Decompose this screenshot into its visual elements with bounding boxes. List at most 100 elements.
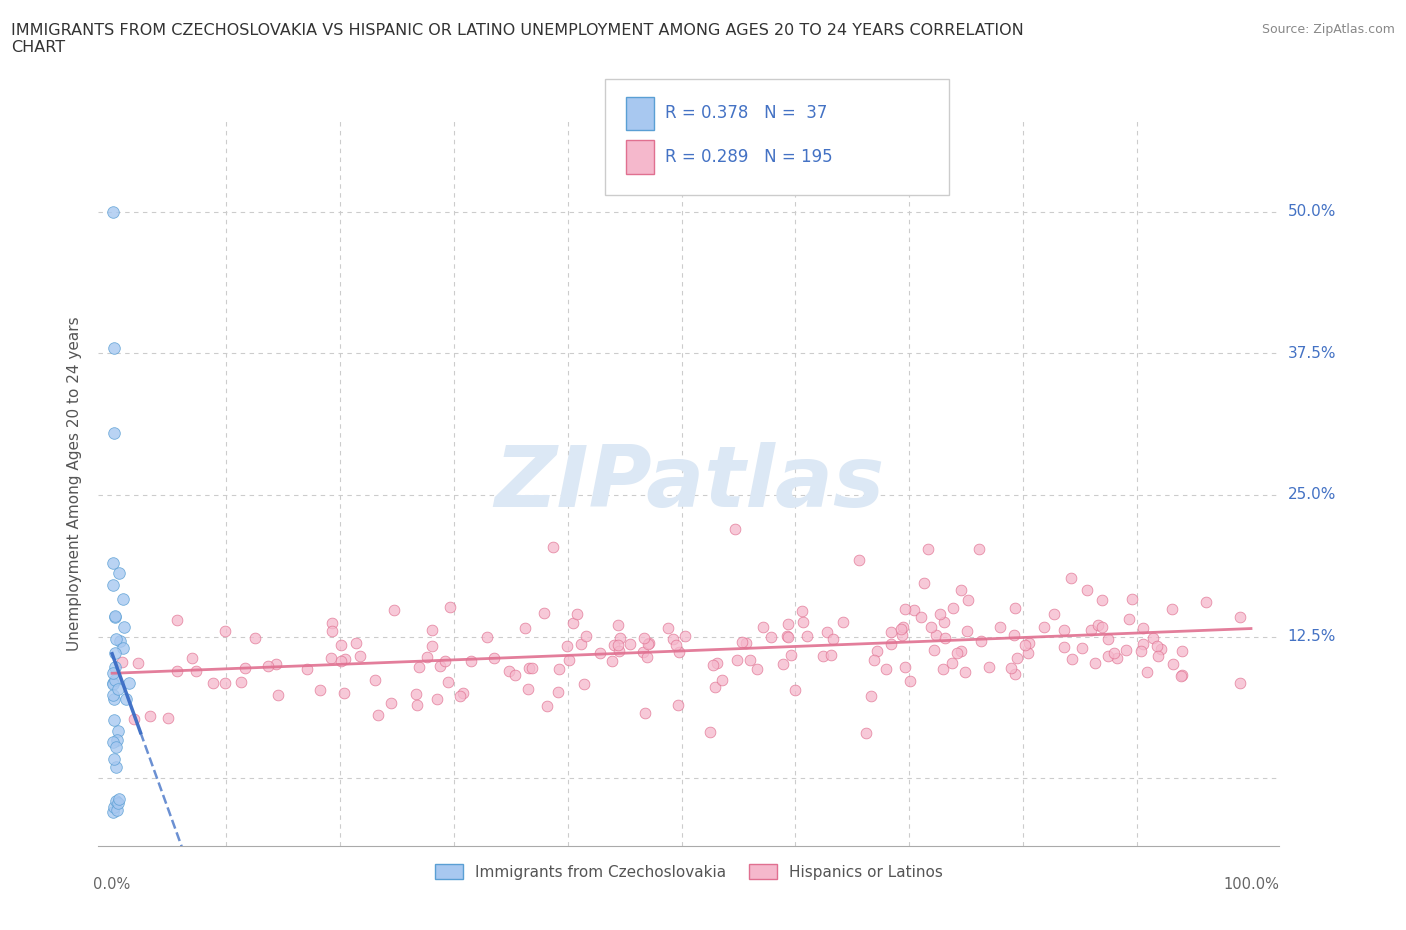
Point [118, 676, 141, 691]
Point [941, 656, 963, 671]
Point [1090, 619, 1112, 634]
Point [609, 631, 631, 645]
Point [790, 604, 813, 618]
Point [1076, 582, 1098, 597]
Point [759, 630, 782, 644]
Point [607, 644, 630, 658]
Point [772, 657, 794, 671]
Point [934, 631, 956, 645]
Point [702, 658, 724, 672]
Point [267, 688, 290, 703]
Point [924, 628, 946, 643]
Point [875, 662, 897, 677]
Point [866, 644, 889, 658]
Point [1018, 636, 1040, 651]
Point [380, 696, 402, 711]
Y-axis label: Unemployment Among Ages 20 to 24 years: Unemployment Among Ages 20 to 24 years [67, 316, 83, 651]
Point [776, 630, 799, 644]
Point [776, 617, 799, 631]
Point [103, 204, 125, 219]
Point [112, 619, 135, 634]
Point [832, 615, 855, 630]
Point [1004, 600, 1026, 615]
Point [1132, 620, 1154, 635]
Point [891, 619, 914, 634]
Text: R = 0.378   N =  37: R = 0.378 N = 37 [665, 104, 827, 123]
Point [555, 639, 578, 654]
Point [333, 651, 356, 666]
Point [638, 635, 661, 650]
Point [1130, 644, 1153, 658]
Point [111, 640, 134, 655]
Point [139, 709, 162, 724]
Point [181, 650, 204, 665]
Point [513, 620, 536, 635]
Point [416, 650, 439, 665]
Point [1004, 667, 1026, 682]
Text: R = 0.289   N = 195: R = 0.289 N = 195 [665, 148, 832, 166]
Point [112, 591, 135, 606]
Point [1043, 606, 1066, 621]
Point [1142, 631, 1164, 645]
Point [408, 660, 430, 675]
Point [727, 652, 749, 667]
Text: 12.5%: 12.5% [1288, 629, 1336, 644]
Point [932, 614, 955, 629]
Point [420, 622, 443, 637]
Point [186, 664, 208, 679]
Point [631, 644, 654, 659]
Point [956, 623, 979, 638]
Point [107, 724, 129, 738]
Point [214, 624, 236, 639]
Point [536, 698, 558, 713]
Point [1087, 618, 1109, 632]
Point [860, 688, 883, 703]
Point [1229, 609, 1251, 624]
Point [711, 672, 734, 687]
Point [636, 649, 658, 664]
Point [321, 623, 343, 638]
Point [517, 682, 540, 697]
Point [1097, 631, 1119, 646]
Point [1000, 660, 1022, 675]
Point [104, 609, 127, 624]
Point [657, 620, 679, 635]
Point [105, 631, 128, 646]
Point [108, 791, 131, 806]
Point [668, 644, 690, 659]
Point [724, 522, 747, 537]
Point [607, 638, 630, 653]
Point [637, 637, 659, 652]
Point [436, 674, 458, 689]
Point [1115, 643, 1137, 658]
Point [344, 635, 367, 650]
Point [104, 645, 127, 660]
Text: IMMIGRANTS FROM CZECHOSLOVAKIA VS HISPANIC OR LATINO UNEMPLOYMENT AMONG AGES 20 : IMMIGRANTS FROM CZECHOSLOVAKIA VS HISPAN… [11, 23, 1024, 38]
Point [863, 652, 886, 667]
Point [107, 796, 129, 811]
Point [932, 661, 955, 676]
Point [634, 705, 657, 720]
Point [451, 685, 474, 700]
Point [449, 688, 471, 703]
Point [894, 602, 917, 617]
Point [1118, 612, 1140, 627]
Point [1080, 623, 1102, 638]
Point [1097, 649, 1119, 664]
Point [1170, 669, 1192, 684]
Point [103, 735, 125, 750]
Point [104, 672, 127, 687]
Point [1053, 639, 1076, 654]
Point [1160, 602, 1182, 617]
Point [735, 635, 758, 650]
Point [264, 657, 287, 671]
Point [103, 425, 125, 440]
Point [103, 799, 125, 814]
Point [321, 615, 343, 630]
Point [879, 625, 901, 640]
Point [792, 614, 814, 629]
Text: CHART: CHART [11, 40, 65, 55]
Point [308, 683, 330, 698]
Point [426, 692, 449, 707]
Point [498, 664, 520, 679]
